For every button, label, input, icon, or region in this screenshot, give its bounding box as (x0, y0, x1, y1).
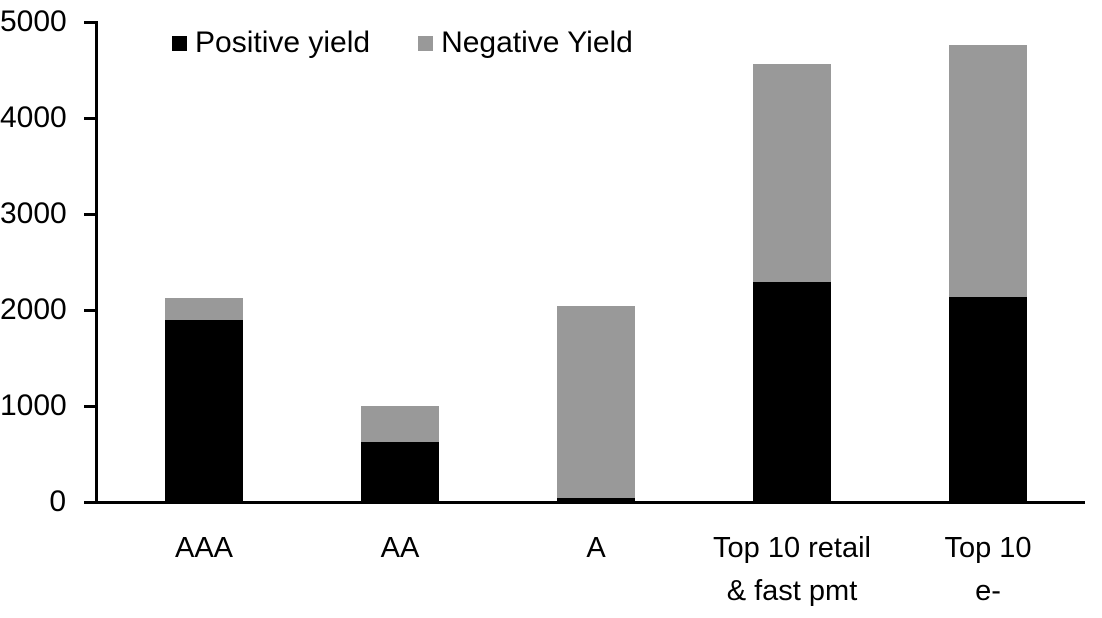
x-axis-category-label: AAA (174, 532, 234, 564)
y-axis-tick-mark (84, 501, 98, 504)
legend-item-positive-yield: Positive yield (172, 26, 370, 60)
legend-label-negative-yield: Negative Yield (441, 26, 633, 59)
y-axis-tick-label: 0 (49, 485, 66, 518)
x-axis-category-label: A (586, 532, 606, 564)
bar-segment-negative-yield-3 (557, 306, 635, 499)
bar-segment-negative-yield-4 (753, 64, 831, 283)
bar-segment-negative-yield-5 (949, 45, 1027, 297)
x-axis-category-label: Top 10 e-commerce (944, 532, 1032, 607)
bar-segment-positive-yield-4 (753, 282, 831, 502)
bar-segment-positive-yield-3 (557, 498, 635, 502)
bar-segment-negative-yield-1 (165, 298, 243, 320)
x-axis-category-label: AA (380, 532, 420, 564)
positive-yield-swatch-icon (172, 35, 187, 51)
y-axis-tick-mark (84, 117, 98, 120)
y-axis-line (95, 22, 98, 502)
legend-item-negative-yield: Negative Yield (418, 26, 633, 60)
legend-label-positive-yield: Positive yield (195, 26, 371, 59)
y-axis-tick-mark (84, 21, 98, 24)
y-axis-tick-mark (84, 405, 98, 408)
y-axis-tick-label: 2000 (0, 293, 67, 326)
y-axis-tick-label: 1000 (0, 389, 67, 422)
negative-yield-swatch-icon (418, 35, 434, 51)
y-axis-tick-label: 3000 (0, 197, 67, 230)
x-axis-line (93, 501, 1085, 504)
y-axis-tick-mark (84, 309, 98, 312)
bar-segment-positive-yield-5 (949, 296, 1027, 502)
y-axis-tick-label: 4000 (0, 101, 67, 134)
y-axis-tick-label: 5000 (0, 5, 67, 38)
bar-segment-positive-yield-1 (165, 319, 243, 502)
legend: Positive yield Negative Yield (172, 26, 633, 60)
y-axis-tick-mark (84, 213, 98, 216)
x-axis-category-label: Top 10 retail & fast pmt (713, 532, 871, 607)
bar-segment-positive-yield-2 (361, 442, 439, 502)
bar-segment-negative-yield-2 (361, 406, 439, 443)
